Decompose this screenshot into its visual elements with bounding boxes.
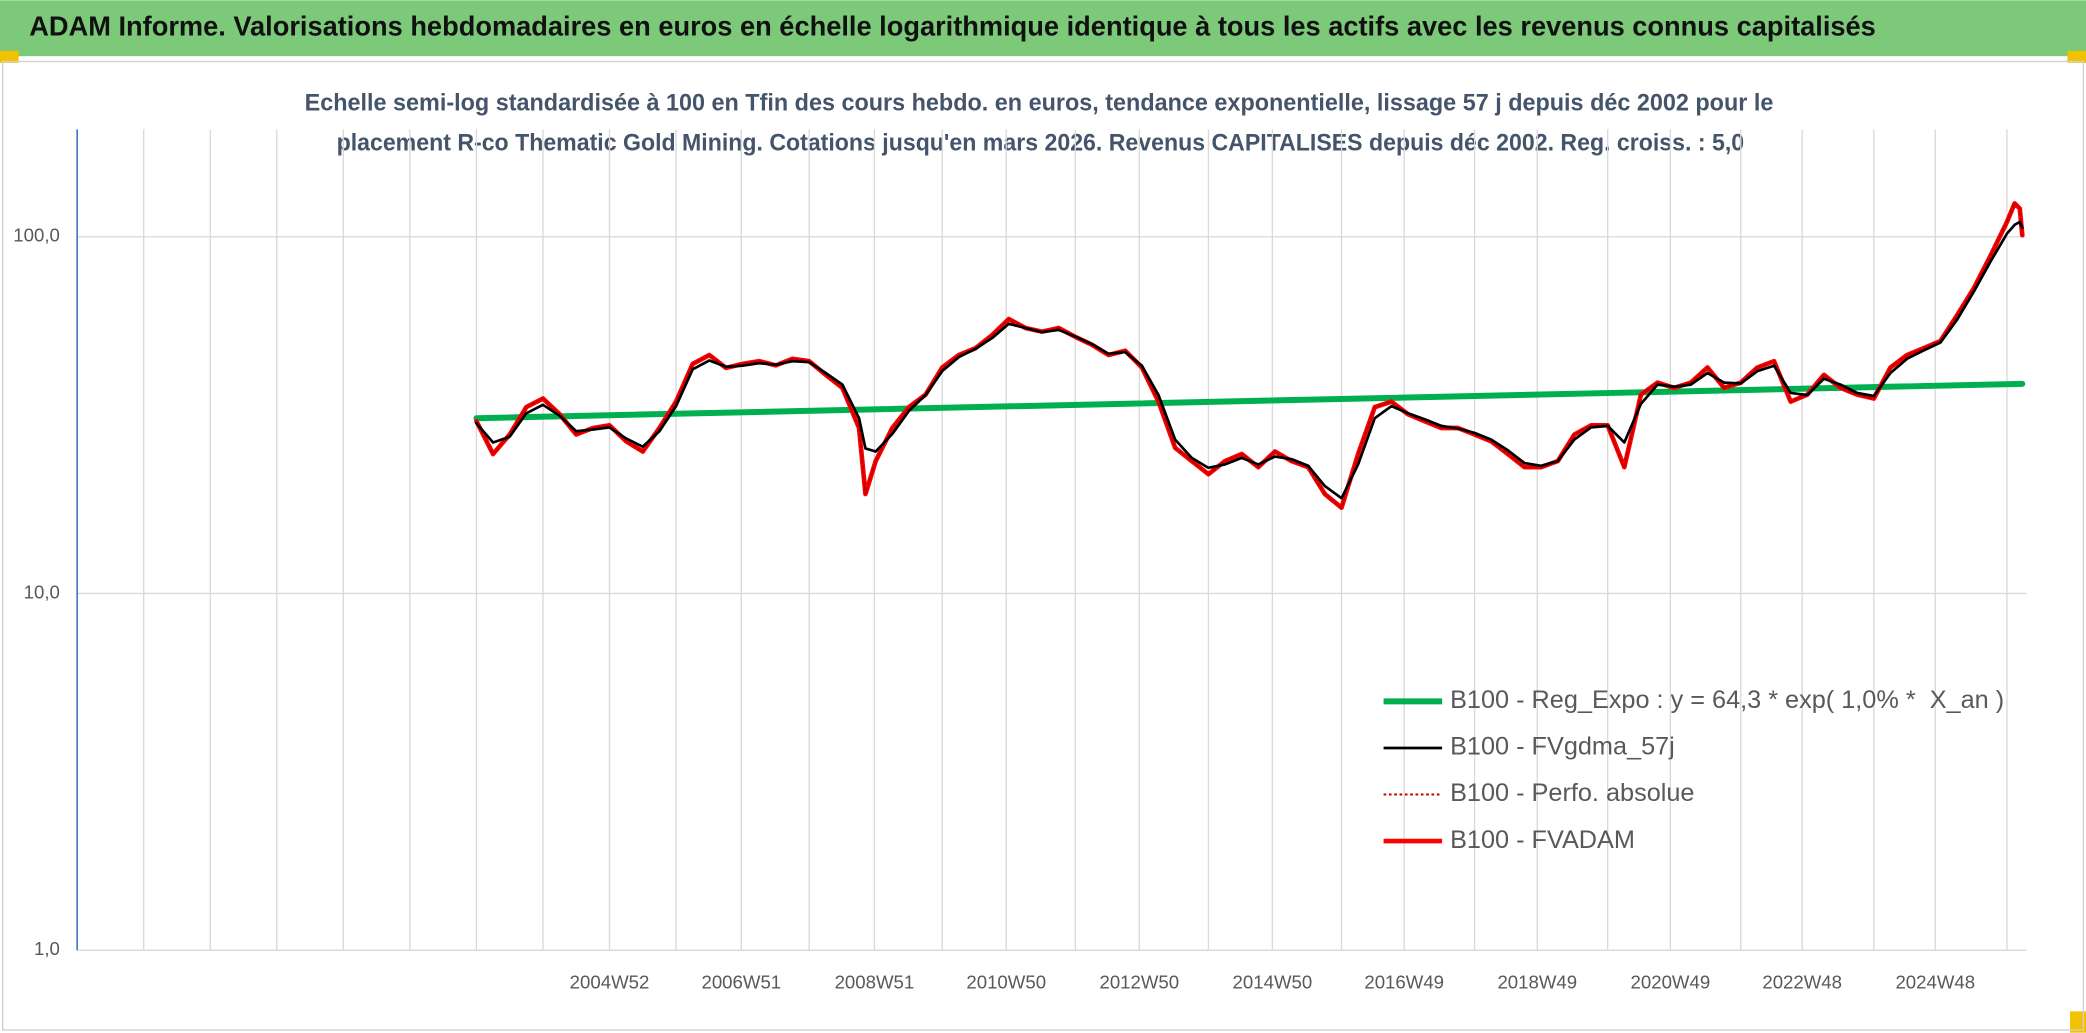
chart-subtitle: placement R-co Thematic Gold Mining. Cot…: [337, 129, 1745, 156]
x-tick-label: 2014W50: [1233, 971, 1313, 992]
y-tick-label: 100,0: [13, 225, 60, 246]
legend-label: B100 - Perfo. absolue: [1450, 779, 1694, 807]
legend-label: B100 - FVADAM: [1450, 826, 1635, 854]
x-tick-label: 2006W51: [701, 971, 781, 992]
x-tick-label: 2020W49: [1631, 971, 1711, 992]
x-tick-label: 2024W48: [1895, 971, 1975, 992]
x-tick-label: 2018W49: [1497, 971, 1577, 992]
legend-label: B100 - Reg_Expo : y = 64,3 * exp( 1,0% *…: [1450, 686, 2004, 714]
legend: B100 - Reg_Expo : y = 64,3 * exp( 1,0% *…: [1383, 686, 2004, 854]
chart-frame: [1, 60, 2085, 1031]
grid: 1,0 10,0 100,0 2004W52 2006W51 2008W51 2010W50…: [13, 129, 2027, 992]
corner: [0, 50, 19, 63]
series-line: [475, 220, 2024, 500]
header-bar: [0, 0, 2086, 57]
y-tick-label: 1,0: [34, 938, 60, 959]
series-line: [475, 202, 2024, 509]
corner: [2070, 1011, 2086, 1033]
legend-label: B100 - FVgdma_57j: [1450, 733, 1675, 761]
plot: [473, 201, 2026, 510]
x-tick-label: 2010W50: [966, 971, 1046, 992]
series-line: [473, 380, 2026, 422]
x-tick-label: 2004W52: [570, 971, 650, 992]
x-tick-label: 2016W49: [1364, 971, 1444, 992]
corner: [2067, 50, 2086, 63]
x-tick-label: 2008W51: [835, 971, 915, 992]
chart-subtitle: Echelle semi-log standardisée à 100 en T…: [305, 89, 1774, 116]
y-tick-label: 10,0: [24, 581, 60, 602]
x-tick-label: 2022W48: [1762, 971, 1842, 992]
page-title: ADAM Informe. Valorisations hebdomadaire…: [29, 11, 1876, 42]
x-tick-label: 2012W50: [1099, 971, 1179, 992]
